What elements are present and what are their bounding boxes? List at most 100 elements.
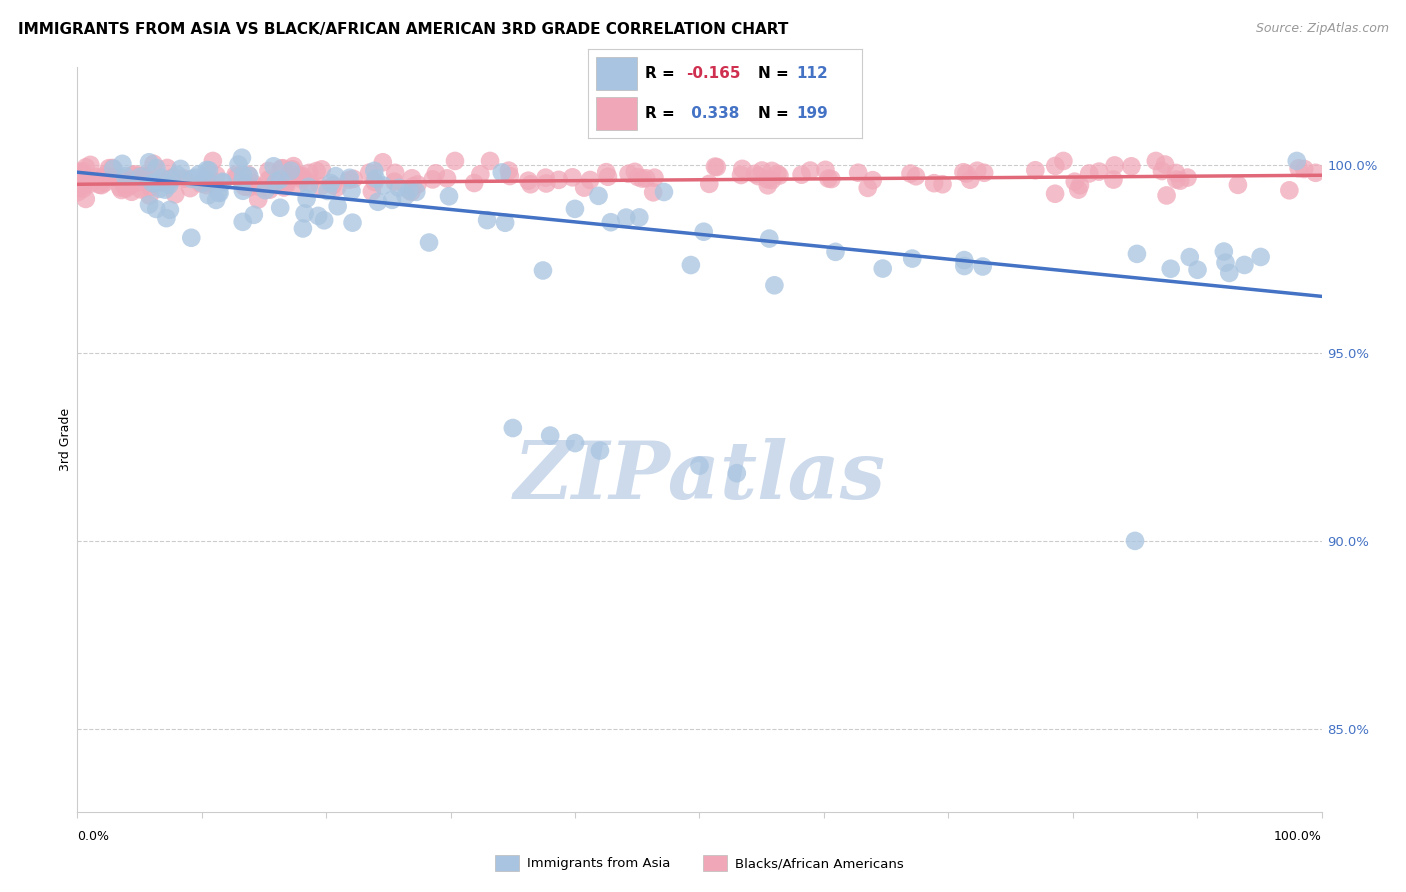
Point — [623, 165, 645, 179]
Point — [703, 160, 725, 174]
Point — [129, 169, 152, 184]
Point — [287, 178, 309, 192]
Point — [388, 180, 411, 194]
Point — [731, 161, 754, 176]
Point — [121, 168, 143, 182]
Text: 112: 112 — [796, 66, 828, 81]
Point — [75, 174, 97, 188]
Point — [689, 458, 711, 473]
Point — [444, 153, 467, 168]
Point — [98, 161, 121, 175]
Point — [228, 157, 250, 171]
Point — [643, 186, 665, 200]
Point — [1067, 183, 1090, 197]
Point — [198, 176, 221, 190]
Point — [145, 161, 167, 175]
Point — [121, 174, 143, 188]
Point — [1187, 262, 1209, 277]
Point — [339, 170, 361, 185]
Point — [89, 178, 111, 192]
Point — [201, 153, 224, 168]
Point — [75, 192, 97, 206]
Point — [588, 189, 610, 203]
Point — [1144, 153, 1167, 168]
Point — [953, 259, 976, 273]
Point — [173, 171, 195, 186]
Point — [904, 169, 927, 184]
Point — [751, 163, 773, 178]
Point — [134, 169, 156, 183]
Point — [267, 175, 290, 189]
Point — [337, 173, 360, 187]
Point — [128, 169, 150, 183]
Point — [756, 172, 779, 186]
Point — [636, 171, 658, 186]
Point — [761, 173, 783, 187]
Point — [276, 174, 298, 188]
Point — [149, 182, 172, 196]
Point — [276, 178, 298, 193]
Point — [269, 201, 291, 215]
Point — [1166, 172, 1188, 186]
Point — [254, 183, 277, 197]
Point — [628, 211, 651, 225]
Point — [799, 163, 821, 178]
Point — [73, 169, 96, 183]
Point — [69, 179, 91, 194]
Point — [231, 151, 253, 165]
Point — [145, 202, 167, 216]
Point — [1178, 250, 1201, 264]
Point — [679, 258, 702, 272]
Point — [394, 189, 416, 203]
Point — [129, 182, 152, 196]
Point — [298, 176, 321, 190]
Text: -0.165: -0.165 — [686, 66, 741, 81]
Point — [756, 178, 779, 193]
Point — [156, 161, 179, 175]
Point — [179, 181, 201, 195]
Point — [725, 466, 748, 480]
Point — [257, 172, 280, 186]
Point — [1126, 247, 1149, 261]
Point — [184, 170, 207, 185]
Point — [1294, 161, 1316, 176]
Point — [233, 179, 256, 194]
Point — [264, 175, 287, 189]
Point — [298, 166, 321, 180]
Point — [94, 168, 117, 182]
Point — [72, 178, 94, 193]
Text: 100.0%: 100.0% — [1274, 830, 1322, 843]
Point — [75, 161, 97, 175]
Point — [93, 176, 115, 190]
Point — [257, 164, 280, 178]
Point — [232, 184, 254, 198]
Point — [309, 179, 332, 194]
Point — [342, 216, 364, 230]
Point — [79, 177, 101, 191]
Point — [193, 175, 215, 189]
Point — [153, 183, 176, 197]
Point — [405, 185, 427, 199]
Point — [1250, 250, 1272, 264]
Point — [761, 164, 783, 178]
Point — [766, 167, 789, 181]
Point — [498, 163, 520, 178]
Point — [67, 180, 90, 194]
Point — [79, 158, 101, 172]
Point — [326, 199, 349, 213]
Point — [596, 169, 619, 184]
Point — [291, 169, 314, 183]
Point — [644, 170, 666, 185]
Point — [121, 175, 143, 189]
Point — [475, 213, 498, 227]
Point — [922, 176, 945, 190]
Point — [191, 176, 214, 190]
Point — [72, 182, 94, 196]
Point — [319, 176, 342, 190]
Point — [572, 180, 595, 194]
Point — [862, 173, 884, 187]
Point — [820, 172, 842, 186]
Point — [84, 169, 107, 184]
Point — [401, 185, 423, 199]
Point — [111, 172, 134, 186]
